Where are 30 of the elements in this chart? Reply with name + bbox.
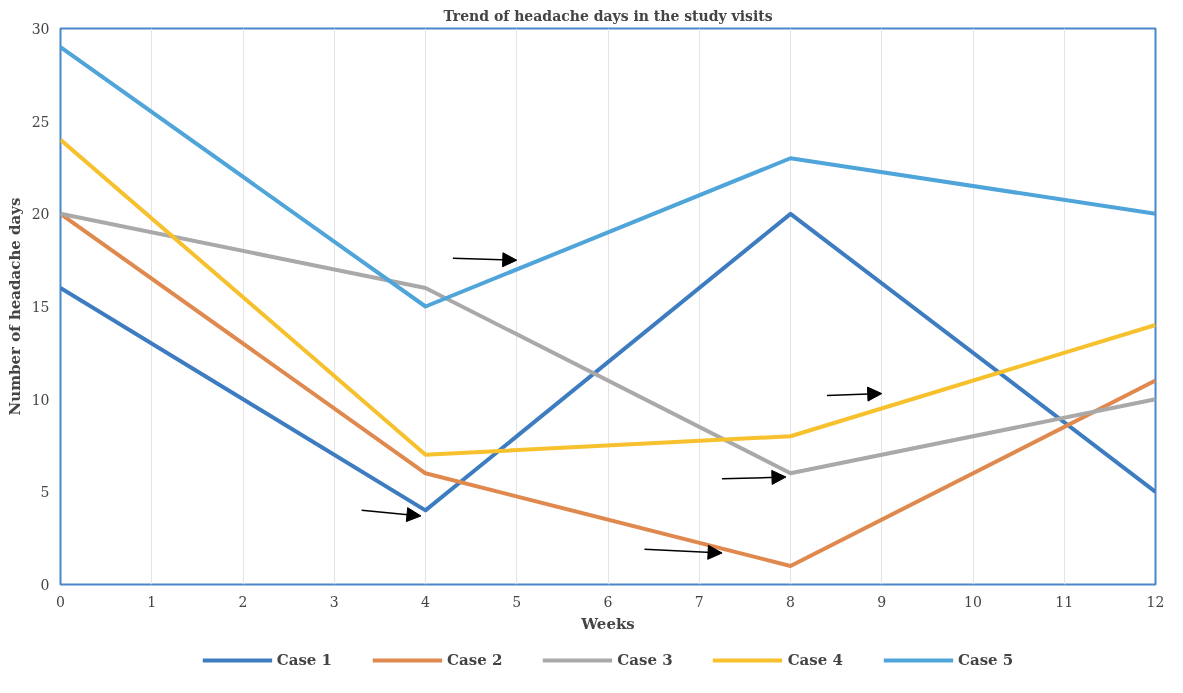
x-tick-label: 11 <box>1055 593 1074 610</box>
y-axis-title: Number of headache days <box>5 197 24 416</box>
x-tick-label: 4 <box>421 593 431 610</box>
x-tick-label: 7 <box>694 593 704 610</box>
x-tick-label: 9 <box>877 593 887 610</box>
x-tick-label: 8 <box>786 593 795 610</box>
legend-label: Case 4 <box>787 651 843 669</box>
x-tick-label: 10 <box>964 593 982 610</box>
y-tick-label: 25 <box>31 113 50 130</box>
y-tick-label: 10 <box>31 391 50 408</box>
x-tick-label: 12 <box>1146 593 1165 610</box>
x-tick-label: 5 <box>512 593 522 610</box>
line-series <box>60 45 1156 309</box>
legend-label: Case 2 <box>447 651 503 669</box>
y-tick-label: 5 <box>40 484 50 501</box>
legend-label: Case 5 <box>957 651 1014 669</box>
x-tick-label: 2 <box>238 593 248 610</box>
line-series <box>60 137 1156 457</box>
legend-label: Case 3 <box>617 651 673 669</box>
legend-label: Case 1 <box>276 651 333 669</box>
chart-title: Trend of headache days in the study visits <box>443 7 773 24</box>
y-tick-label: 15 <box>31 299 50 315</box>
x-axis-title: Weeks <box>580 614 635 633</box>
x-tick-label: 3 <box>329 593 339 610</box>
x-tick-label: 0 <box>56 593 65 610</box>
x-tick-label: 6 <box>603 593 613 610</box>
y-tick-label: 20 <box>31 206 50 223</box>
y-tick-label: 0 <box>40 577 50 593</box>
y-tick-label: 30 <box>31 21 50 37</box>
x-tick-label: 1 <box>147 593 157 610</box>
